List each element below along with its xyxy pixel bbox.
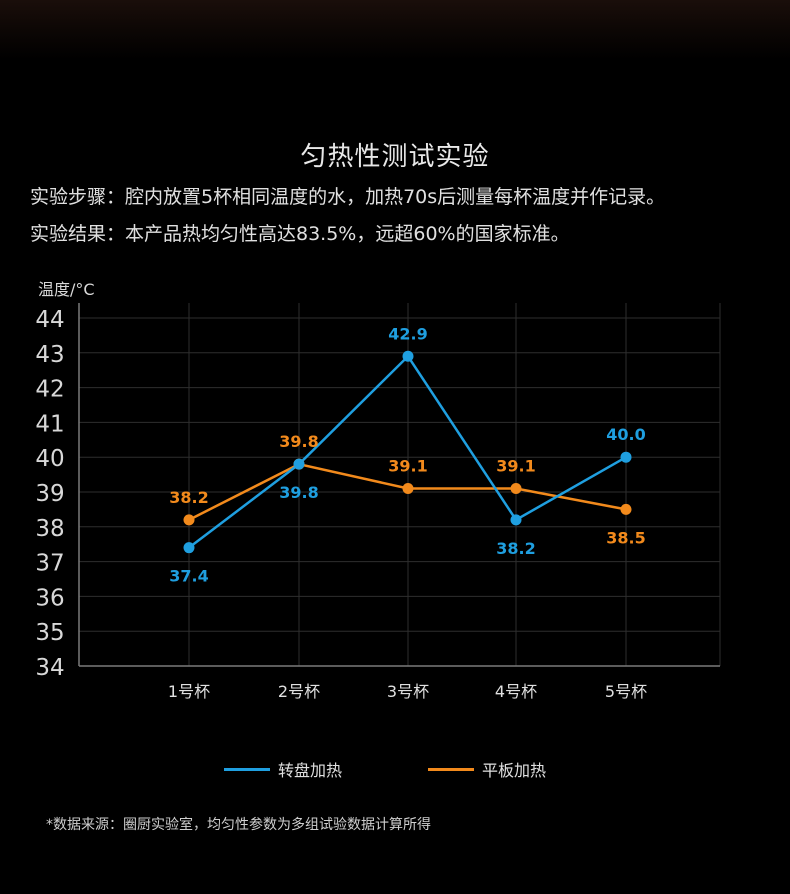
legend-label-rotary: 转盘加热 [278, 761, 343, 780]
x-tick-label: 2号杯 [278, 682, 320, 701]
x-tick-label: 4号杯 [495, 682, 537, 701]
y-tick-label: 35 [35, 620, 64, 646]
legend-item-rotary: 转盘加热 [224, 757, 342, 781]
y-tick-label: 41 [35, 411, 64, 437]
y-tick-label: 39 [35, 481, 64, 507]
data-label-rotary: 39.8 [279, 483, 318, 502]
data-label-flat: 39.8 [279, 432, 318, 451]
y-tick-label: 37 [35, 551, 64, 577]
data-label-flat: 38.2 [169, 488, 208, 507]
y-tick-label: 36 [35, 585, 64, 611]
data-point-rotary [402, 350, 414, 362]
data-point-flat [620, 503, 632, 515]
data-point-rotary [620, 451, 632, 463]
data-point-flat [183, 514, 195, 526]
top-gradient-band [0, 0, 790, 60]
data-point-flat [510, 483, 522, 495]
legend-item-flat: 平板加热 [428, 757, 546, 781]
data-label-rotary: 38.2 [496, 539, 535, 558]
y-tick-label: 42 [35, 377, 64, 403]
legend-label-flat: 平板加热 [482, 761, 547, 780]
page-title: 匀热性测试实验 [300, 142, 490, 172]
data-label-flat: 39.1 [388, 457, 427, 476]
legend-swatch-rotary [224, 767, 270, 771]
data-point-rotary [510, 514, 522, 526]
data-label-flat: 39.1 [496, 457, 535, 476]
data-label-flat: 38.5 [606, 528, 645, 547]
y-axis-label: 温度/°C [38, 280, 95, 299]
data-label-rotary: 37.4 [169, 567, 208, 586]
data-point-rotary [183, 542, 195, 554]
data-source-footnote: *数据来源：圈厨实验室，均匀性参数为多组试验数据计算所得 [46, 817, 431, 833]
data-point-rotary [293, 458, 305, 470]
legend-swatch-flat [428, 767, 474, 771]
data-label-rotary: 40.0 [606, 425, 645, 444]
experiment-steps: 实验步骤：腔内放置5杯相同温度的水，加热70s后测量每杯温度并作记录。 [30, 186, 666, 208]
x-tick-label: 5号杯 [605, 682, 647, 701]
y-tick-label: 34 [35, 655, 64, 681]
experiment-result: 实验结果：本产品热均匀性高达83.5%，远超60%的国家标准。 [30, 223, 570, 245]
y-tick-label: 38 [35, 516, 64, 542]
data-point-flat [402, 483, 414, 495]
y-tick-label: 44 [35, 307, 64, 333]
data-label-rotary: 42.9 [388, 324, 427, 343]
x-tick-label: 3号杯 [387, 682, 429, 701]
x-tick-label: 1号杯 [168, 682, 210, 701]
y-tick-label: 40 [35, 446, 64, 472]
y-tick-label: 43 [35, 342, 64, 368]
